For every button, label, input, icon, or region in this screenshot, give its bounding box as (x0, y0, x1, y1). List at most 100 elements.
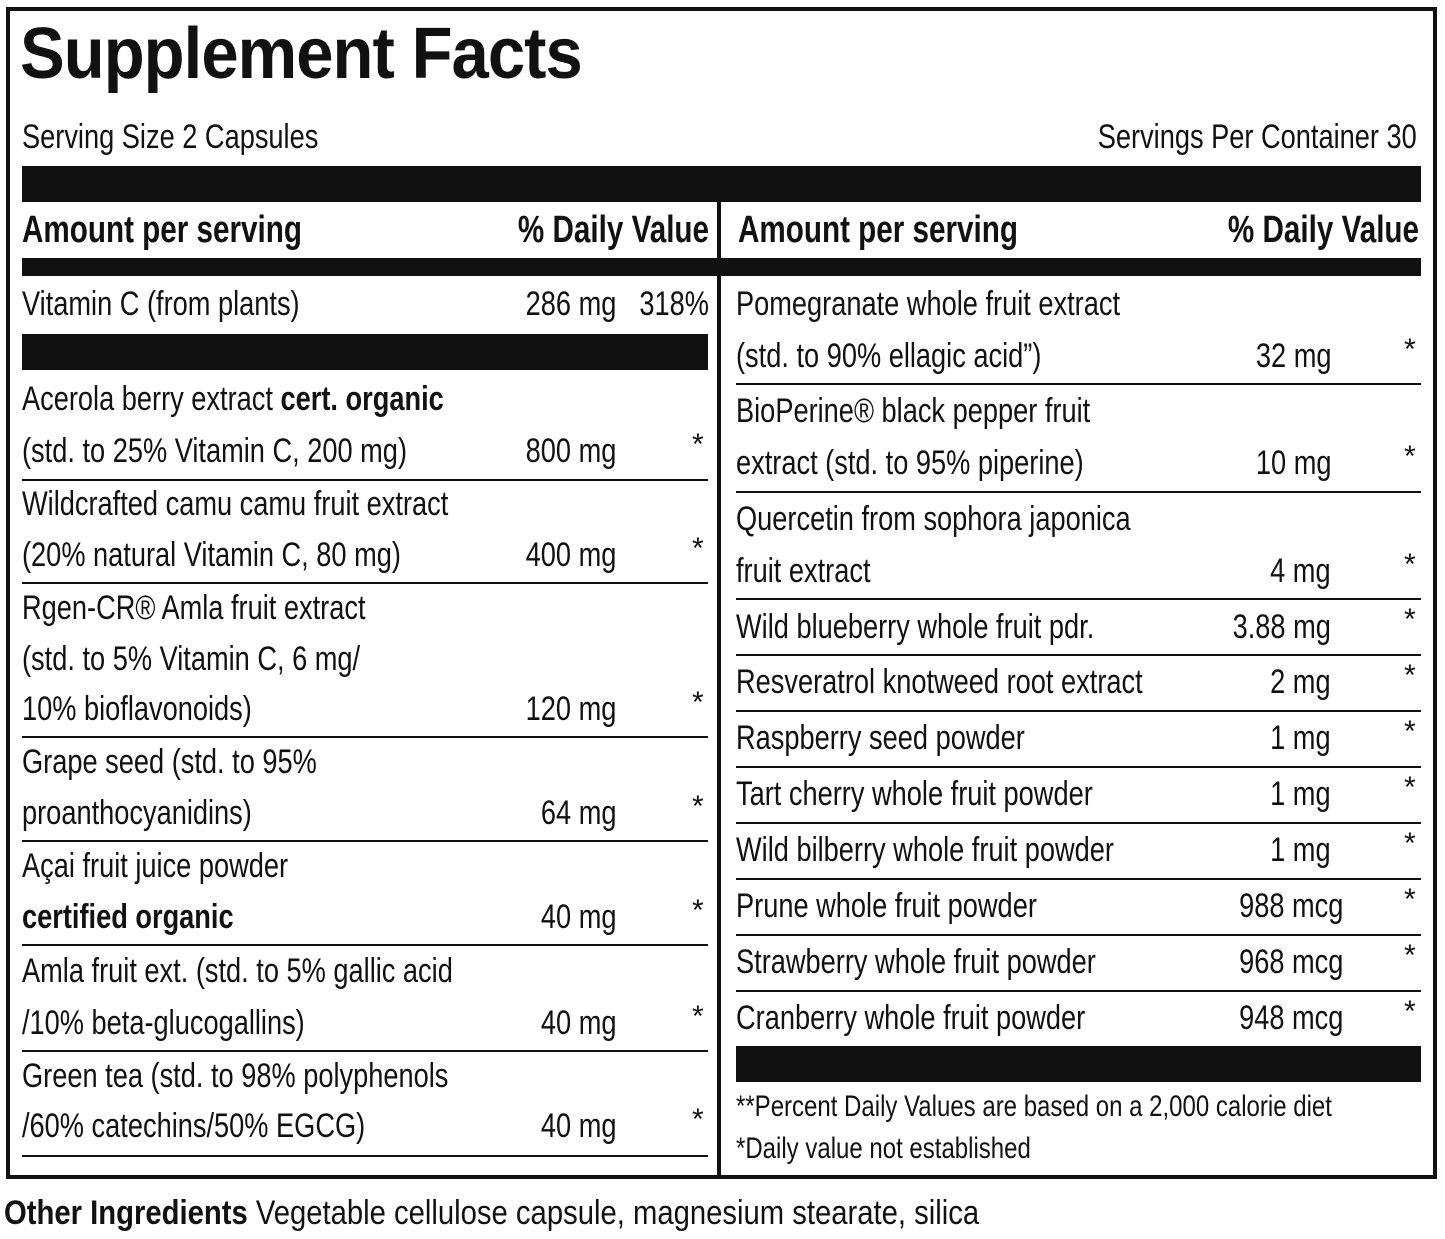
ingredient-amount: 2 mg (1270, 663, 1331, 701)
ingredient-amount: 40 mg (540, 1107, 616, 1145)
row-divider (22, 1155, 708, 1157)
ingredient-dv: * (1404, 995, 1416, 1028)
header-amount-right: Amount per serving (738, 209, 1018, 251)
servings-per-container: Servings Per Container 30 (1097, 118, 1417, 156)
row-divider (22, 736, 708, 738)
row-divider (736, 878, 1421, 880)
vitamin-c-name: Vitamin C (from plants) (22, 285, 300, 323)
ingredient-name-line: Wild bilberry whole fruit powder (736, 831, 1114, 869)
ingredient-name-line: proanthocyanidins) (22, 794, 252, 832)
ingredient-name-line: Raspberry seed powder (736, 719, 1025, 757)
row-divider (736, 822, 1421, 824)
thick-divider-right (736, 1046, 1421, 1082)
serving-size: Serving Size 2 Capsules (22, 118, 319, 156)
ingredient-name-line: (20% natural Vitamin C, 80 mg) (22, 536, 401, 574)
ingredient-name-line: Strawberry whole fruit powder (736, 943, 1096, 981)
ingredient-amount: 968 mcg (1238, 943, 1343, 981)
vitamin-c-dv: 318% (639, 285, 709, 323)
ingredient-amount: 1 mg (1270, 831, 1331, 869)
ingredient-dv: * (692, 1103, 704, 1136)
ingredient-name-line: (std. to 25% Vitamin C, 200 mg) (22, 432, 407, 470)
ingredient-dv: * (692, 428, 704, 461)
ingredient-name-line: extract (std. to 95% piperine) (736, 444, 1084, 482)
ingredient-amount: 120 mg (525, 690, 616, 728)
ingredient-dv: * (1404, 440, 1416, 473)
row-divider (22, 944, 708, 946)
ingredient-name-line: /10% beta-glucogallins) (22, 1004, 305, 1042)
row-divider (22, 582, 708, 584)
row-divider (736, 491, 1421, 493)
ingredient-dv: * (1404, 603, 1416, 636)
ingredient-dv: * (1404, 939, 1416, 972)
footnote-not-established: *Daily value not established (736, 1132, 1031, 1165)
row-divider (22, 1050, 708, 1052)
ingredient-name-line: Tart cherry whole fruit powder (736, 775, 1093, 813)
header-amount-left: Amount per serving (22, 209, 302, 251)
ingredient-name-line: (std. to 5% Vitamin C, 6 mg/ (22, 640, 361, 678)
header-dv-right: % Daily Value (1227, 209, 1419, 251)
ingredient-dv: * (1404, 883, 1416, 916)
ingredient-name-line: fruit extract (736, 552, 871, 590)
row-divider (736, 710, 1421, 712)
ingredient-name-line: Wildcrafted camu camu fruit extract (22, 485, 449, 523)
ingredient-amount: 800 mg (525, 432, 616, 470)
row-divider (736, 654, 1421, 656)
ingredient-name-line: Rgen-CR® Amla fruit extract (22, 589, 366, 627)
ingredient-name-line: Acerola berry extract cert. organic (22, 380, 444, 418)
thick-divider-top (22, 166, 1421, 202)
ingredient-amount: 40 mg (540, 898, 616, 936)
ingredient-dv: * (1404, 827, 1416, 860)
ingredient-name-line: Prune whole fruit powder (736, 887, 1037, 925)
ingredient-dv: * (692, 790, 704, 823)
vitamin-c-amount: 286 mg (525, 285, 616, 323)
ingredient-name-line: Resveratrol knotweed root extract (736, 663, 1143, 701)
ingredient-name-line-bold: certified organic (22, 898, 234, 936)
ingredient-name-line: (std. to 90% ellagic acid”) (736, 337, 1042, 375)
footnote-percent: **Percent Daily Values are based on a 2,… (736, 1090, 1332, 1123)
ingredient-amount: 988 mcg (1238, 887, 1343, 925)
ingredient-amount: 10 mg (1255, 444, 1331, 482)
column-divider (717, 202, 721, 1177)
ingredient-amount: 4 mg (1270, 552, 1331, 590)
row-divider (736, 766, 1421, 768)
ingredient-name-line: Amla fruit ext. (std. to 5% gallic acid (22, 952, 453, 990)
ingredient-amount: 64 mg (540, 794, 616, 832)
ingredient-name-line: /60% catechins/50% EGCG) (22, 1107, 366, 1145)
ingredient-amount: 1 mg (1270, 719, 1331, 757)
row-divider (22, 840, 708, 842)
ingredient-dv: * (1404, 659, 1416, 692)
ingredient-dv: * (692, 894, 704, 927)
ingredient-dv: * (1404, 715, 1416, 748)
other-ingredients: Other Ingredients Vegetable cellulose ca… (4, 1194, 980, 1232)
ingredient-dv: * (692, 686, 704, 719)
ingredient-dv: * (692, 1000, 704, 1033)
ingredient-amount: 3.88 mg (1232, 608, 1331, 646)
ingredient-dv: * (1404, 548, 1416, 581)
ingredient-name-line: Cranberry whole fruit powder (736, 999, 1086, 1037)
ingredient-name-line: BioPerine® black pepper fruit (736, 392, 1091, 430)
ingredient-name-line: Grape seed (std. to 95% (22, 743, 317, 781)
row-divider (22, 479, 708, 481)
header-dv-left: % Daily Value (517, 209, 709, 251)
ingredient-amount: 948 mcg (1238, 999, 1343, 1037)
row-divider (736, 934, 1421, 936)
ingredient-amount: 400 mg (525, 536, 616, 574)
ingredient-dv: * (692, 532, 704, 565)
panel-title: Supplement Facts (20, 14, 583, 94)
thick-divider-left (22, 334, 708, 370)
ingredient-amount: 40 mg (540, 1004, 616, 1042)
medium-divider (22, 258, 1421, 276)
ingredient-dv: * (1404, 333, 1416, 366)
row-divider (736, 383, 1421, 385)
ingredient-name-line: 10% bioflavonoids) (22, 690, 252, 728)
ingredient-amount: 1 mg (1270, 775, 1331, 813)
supplement-facts-panel (6, 7, 1437, 1179)
ingredient-name-line: Quercetin from sophora japonica (736, 500, 1131, 538)
ingredient-name-line: Açai fruit juice powder (22, 847, 289, 885)
row-divider (736, 990, 1421, 992)
ingredient-name-line: Wild blueberry whole fruit pdr. (736, 608, 1095, 646)
ingredient-dv: * (1404, 771, 1416, 804)
row-divider (736, 598, 1421, 600)
ingredient-amount: 32 mg (1255, 337, 1331, 375)
ingredient-name-line: Green tea (std. to 98% polyphenols (22, 1057, 449, 1095)
